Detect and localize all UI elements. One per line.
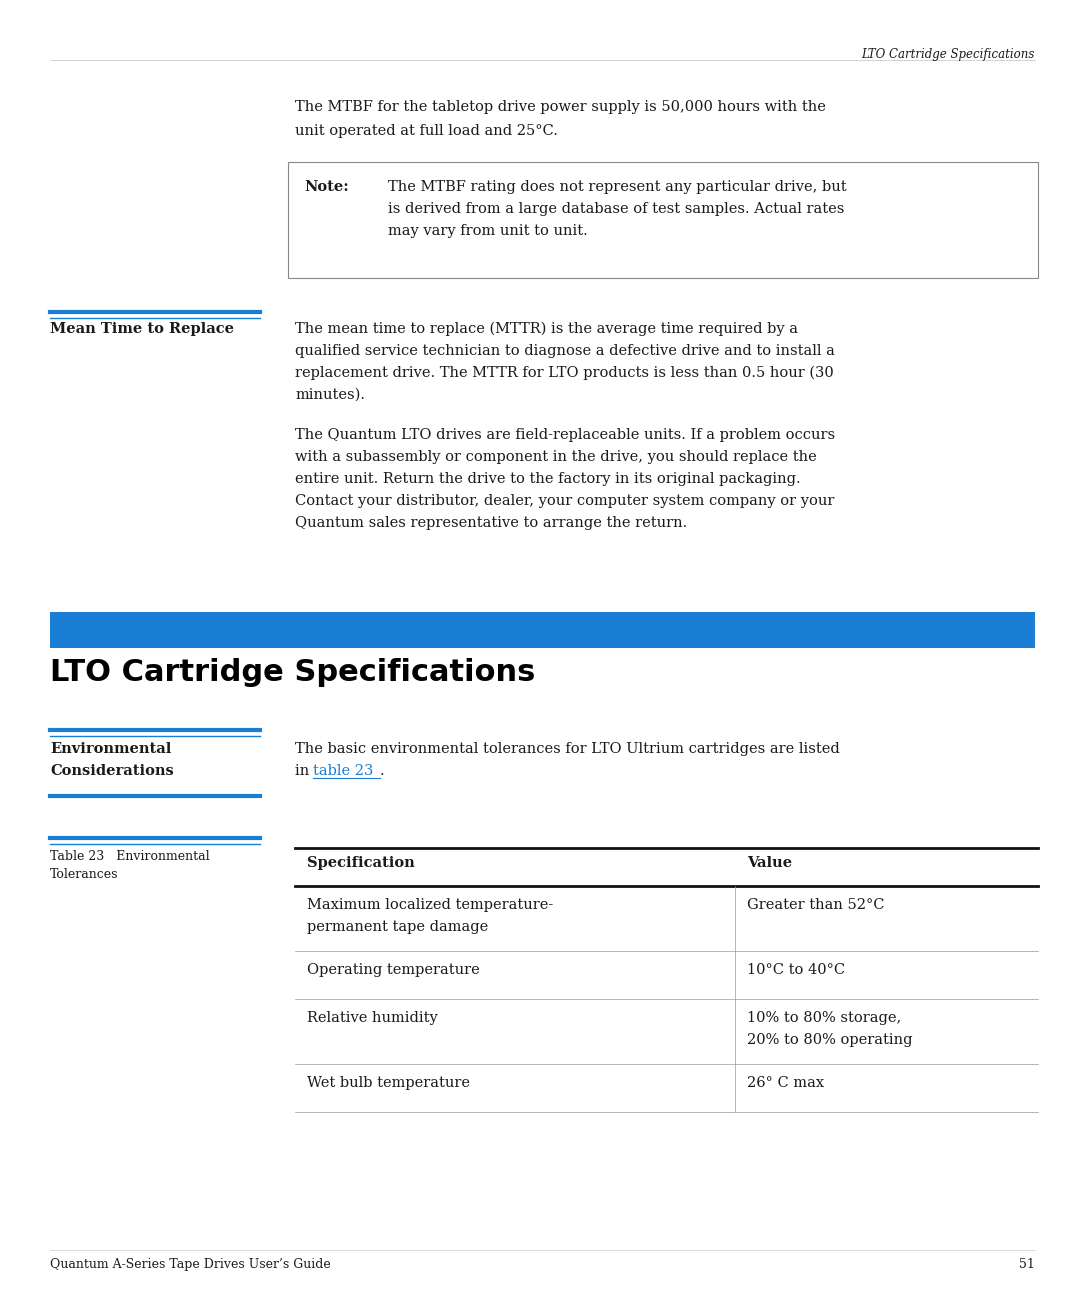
Text: 10°C to 40°C: 10°C to 40°C bbox=[747, 963, 846, 977]
Text: The basic environmental tolerances for LTO Ultrium cartridges are listed: The basic environmental tolerances for L… bbox=[295, 743, 840, 756]
Text: Value: Value bbox=[747, 855, 792, 870]
Text: .: . bbox=[380, 765, 384, 778]
Text: Greater than 52°C: Greater than 52°C bbox=[747, 898, 885, 912]
Text: Operating temperature: Operating temperature bbox=[307, 963, 480, 977]
Text: in: in bbox=[295, 765, 314, 778]
Text: Environmental: Environmental bbox=[50, 743, 172, 756]
Text: Quantum A-Series Tape Drives User’s Guide: Quantum A-Series Tape Drives User’s Guid… bbox=[50, 1258, 330, 1271]
Text: LTO Cartridge Specifications: LTO Cartridge Specifications bbox=[862, 48, 1035, 61]
Text: Considerations: Considerations bbox=[50, 765, 174, 778]
Text: is derived from a large database of test samples. Actual rates: is derived from a large database of test… bbox=[388, 202, 845, 216]
Text: qualified service technician to diagnose a defective drive and to install a: qualified service technician to diagnose… bbox=[295, 343, 835, 358]
Text: may vary from unit to unit.: may vary from unit to unit. bbox=[388, 224, 588, 238]
Bar bbox=[50, 612, 1035, 648]
Text: The mean time to replace (MTTR) is the average time required by a: The mean time to replace (MTTR) is the a… bbox=[295, 321, 798, 337]
Text: entire unit. Return the drive to the factory in its original packaging.: entire unit. Return the drive to the fac… bbox=[295, 472, 800, 486]
Text: 20% to 80% operating: 20% to 80% operating bbox=[747, 1033, 913, 1047]
Text: table 23: table 23 bbox=[313, 765, 374, 778]
Text: 51: 51 bbox=[1020, 1258, 1035, 1271]
Text: Maximum localized temperature-: Maximum localized temperature- bbox=[307, 898, 553, 912]
Text: permanent tape damage: permanent tape damage bbox=[307, 920, 488, 934]
Text: replacement drive. The MTTR for LTO products is less than 0.5 hour (30: replacement drive. The MTTR for LTO prod… bbox=[295, 365, 834, 381]
Text: Contact your distributor, dealer, your computer system company or your: Contact your distributor, dealer, your c… bbox=[295, 494, 835, 508]
Text: The Quantum LTO drives are field-replaceable units. If a problem occurs: The Quantum LTO drives are field-replace… bbox=[295, 428, 835, 442]
Text: Note:: Note: bbox=[303, 180, 349, 194]
Text: Quantum sales representative to arrange the return.: Quantum sales representative to arrange … bbox=[295, 516, 687, 530]
Text: with a subassembly or component in the drive, you should replace the: with a subassembly or component in the d… bbox=[295, 450, 816, 464]
Text: The MTBF rating does not represent any particular drive, but: The MTBF rating does not represent any p… bbox=[388, 180, 847, 194]
Text: Tolerances: Tolerances bbox=[50, 868, 119, 881]
Text: LTO Cartridge Specifications: LTO Cartridge Specifications bbox=[50, 658, 536, 687]
Text: minutes).: minutes). bbox=[295, 388, 365, 402]
Bar bbox=[288, 162, 1038, 279]
Text: Wet bulb temperature: Wet bulb temperature bbox=[307, 1076, 470, 1090]
Text: The MTBF for the tabletop drive power supply is 50,000 hours with the: The MTBF for the tabletop drive power su… bbox=[295, 100, 826, 114]
Text: Table 23   Environmental: Table 23 Environmental bbox=[50, 850, 210, 863]
Text: Relative humidity: Relative humidity bbox=[307, 1011, 437, 1025]
Text: Specification: Specification bbox=[307, 855, 415, 870]
Text: 26° C max: 26° C max bbox=[747, 1076, 824, 1090]
Text: unit operated at full load and 25°C.: unit operated at full load and 25°C. bbox=[295, 124, 558, 137]
Text: 10% to 80% storage,: 10% to 80% storage, bbox=[747, 1011, 901, 1025]
Text: Mean Time to Replace: Mean Time to Replace bbox=[50, 321, 234, 336]
